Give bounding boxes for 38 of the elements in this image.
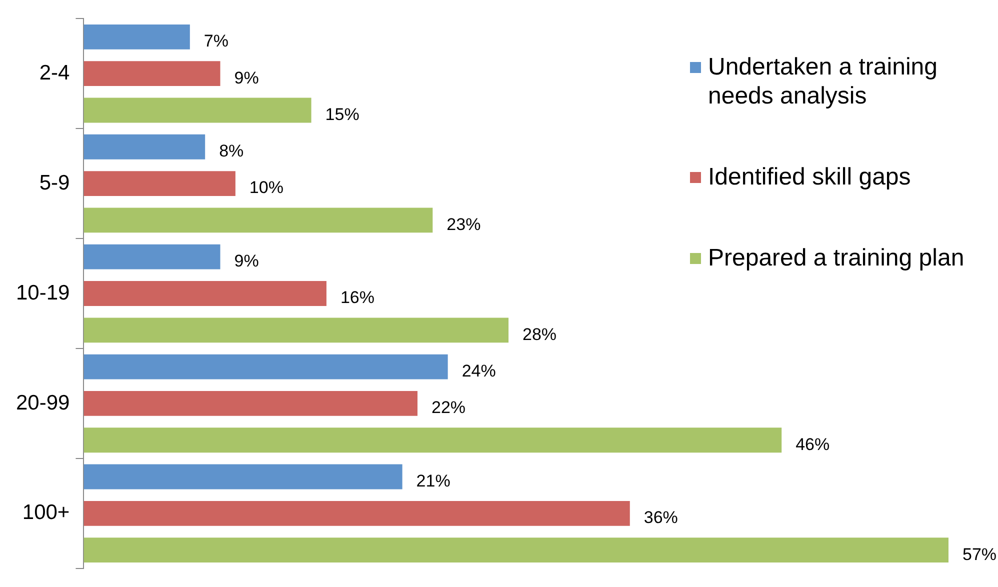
- bar: [84, 244, 220, 270]
- data-label: 36%: [644, 508, 678, 528]
- y-tick-label: 5-9: [39, 171, 70, 194]
- data-label: 8%: [219, 142, 244, 161]
- data-label: 15%: [325, 104, 360, 124]
- data-label: 7%: [204, 32, 228, 51]
- bar: [84, 61, 220, 86]
- bar: [84, 134, 206, 160]
- y-tick-label: 10-19: [16, 281, 70, 304]
- bar: [84, 281, 326, 306]
- data-label: 28%: [522, 324, 557, 344]
- data-label: 21%: [416, 471, 450, 490]
- bar: [84, 464, 402, 490]
- data-label: 9%: [234, 252, 259, 271]
- bar: [84, 98, 312, 123]
- bar: [84, 171, 236, 196]
- data-label: 10%: [249, 178, 284, 198]
- data-label: 57%: [962, 544, 997, 564]
- data-label: 23%: [446, 214, 481, 234]
- data-label: 22%: [431, 398, 466, 418]
- data-label: 16%: [340, 288, 374, 308]
- bar: [84, 538, 948, 563]
- bar: [84, 318, 509, 343]
- bar: [84, 500, 630, 526]
- legend-label: Prepared a training plan: [708, 244, 964, 272]
- data-label: 9%: [234, 68, 259, 88]
- bar: [84, 391, 418, 416]
- legend-label: Identified skill gaps: [708, 164, 911, 191]
- y-tick-label: 100+: [22, 501, 70, 524]
- bar: [84, 428, 782, 453]
- y-tick-label: 2-4: [39, 61, 70, 84]
- data-label: 46%: [796, 434, 830, 454]
- bar: [84, 24, 190, 50]
- bar: [84, 354, 448, 380]
- bar: [84, 208, 433, 233]
- legend-label: Undertaken a training needs analysis: [708, 54, 938, 110]
- data-label: 24%: [462, 361, 496, 380]
- y-tick-label: 20-99: [16, 391, 70, 414]
